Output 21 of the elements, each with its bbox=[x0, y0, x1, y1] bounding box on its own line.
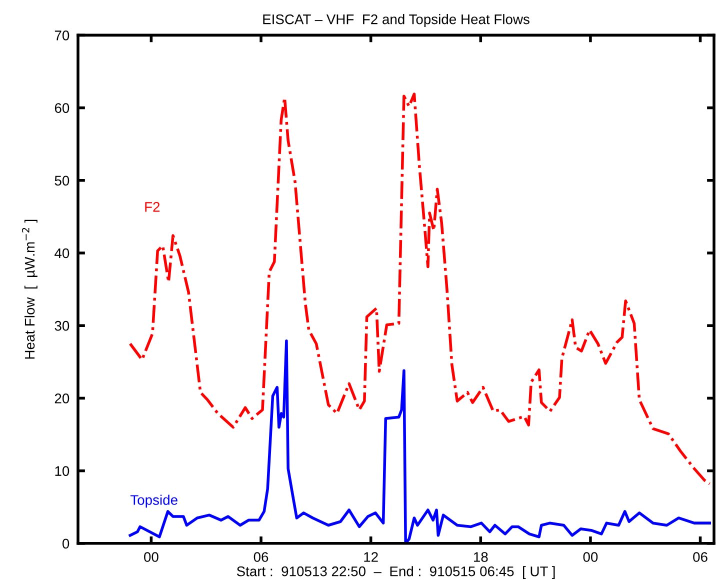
x-tick-label: 18 bbox=[474, 552, 488, 562]
x-tick-label: 12 bbox=[364, 552, 378, 562]
y-tick-label: 70 bbox=[54, 30, 70, 40]
x-tick-label: 00 bbox=[583, 552, 598, 562]
series-label: F2 bbox=[145, 202, 160, 212]
x-axis-title: Start : 910513 22:50 – End : 910515 06:45 [ UT ] bbox=[236, 566, 555, 580]
y-axis-title: Heat Flow [ µW.m$^{−2}$ ] bbox=[22, 220, 38, 359]
x-tick-label: 06 bbox=[693, 552, 708, 562]
chart-title: EISCAT – VHF F2 and Topside Heat Flows bbox=[263, 14, 530, 27]
line-series bbox=[128, 339, 711, 544]
y-tick-label: 50 bbox=[54, 176, 70, 186]
y-tick-label: 60 bbox=[54, 103, 70, 113]
y-tick-label: 20 bbox=[54, 394, 70, 404]
series-label: Topside bbox=[130, 494, 178, 508]
x-tick-label: 00 bbox=[144, 552, 158, 562]
x-tick-label: 06 bbox=[254, 552, 268, 562]
y-tick-label: 40 bbox=[54, 248, 70, 258]
y-tick-label: 30 bbox=[54, 320, 70, 331]
y-tick-label: 10 bbox=[55, 466, 70, 476]
y-tick-label: 0 bbox=[62, 538, 70, 549]
line-series bbox=[128, 92, 711, 486]
